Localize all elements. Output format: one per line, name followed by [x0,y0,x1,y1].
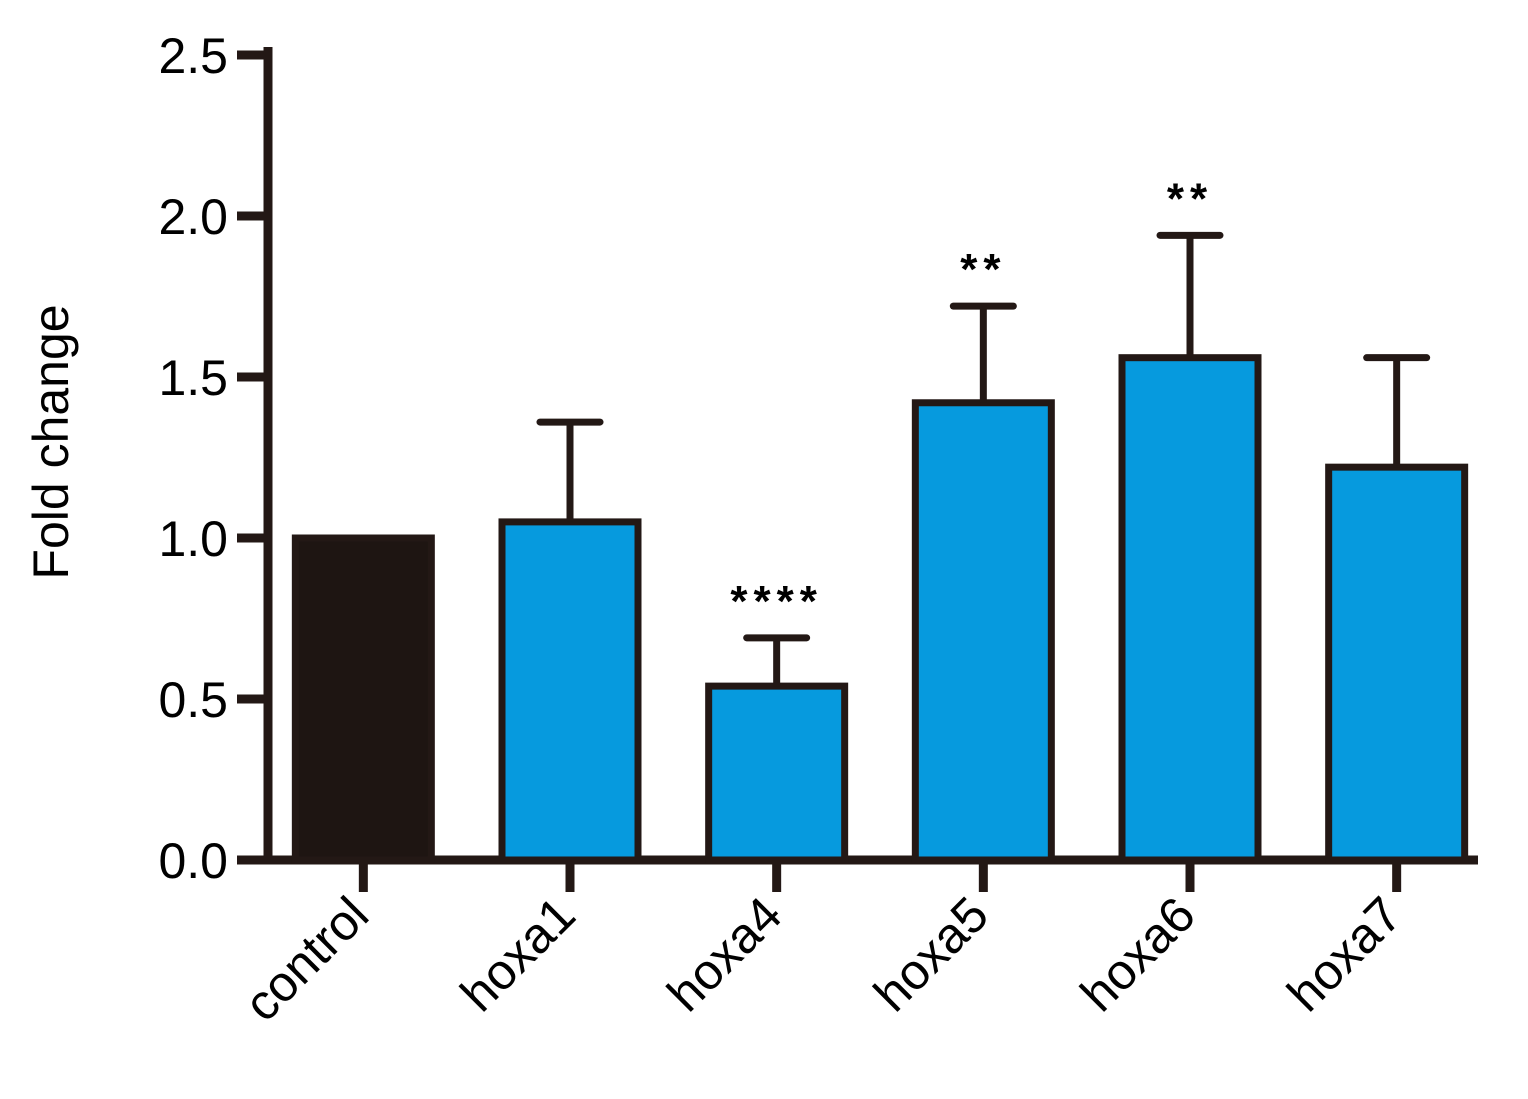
bars [291,354,1469,864]
x-tick-label-hoxa1: hoxa1 [450,886,586,1022]
bar-hoxa6 [1118,354,1262,864]
x-axis: control hoxa1 hoxa4 hoxa5 hoxa6 hoxa7 [233,855,1478,1032]
y-tick-label: 1.0 [158,511,228,567]
y-tick-label: 1.5 [158,350,228,406]
significance-hoxa6: ** [1167,174,1213,223]
bar-hoxa7 [1325,463,1469,864]
y-axis-title: Fold change [23,304,79,579]
y-tick-label: 2.5 [158,28,228,84]
significance-hoxa5: ** [960,245,1006,294]
y-axis: 0.0 0.5 1.0 1.5 2.0 2.5 [158,28,273,889]
x-tick-label-hoxa5: hoxa5 [863,886,999,1022]
y-tick-label: 2.0 [158,189,228,245]
y-tick-label: 0.0 [158,833,228,889]
significance-hoxa4: **** [730,577,823,626]
y-tick-label: 0.5 [158,672,228,728]
bar-hoxa4 [705,682,849,864]
x-tick-label-hoxa4: hoxa4 [657,886,793,1022]
bar-hoxa1 [498,518,642,864]
x-tick-label-hoxa7: hoxa7 [1277,886,1413,1022]
x-tick-label-hoxa6: hoxa6 [1070,886,1206,1022]
error-bars [536,231,1431,687]
bar-hoxa5 [911,399,1055,864]
significance-markers: ******** [730,174,1213,626]
bar-control [291,534,435,864]
x-tick-label-control: control [233,886,379,1032]
